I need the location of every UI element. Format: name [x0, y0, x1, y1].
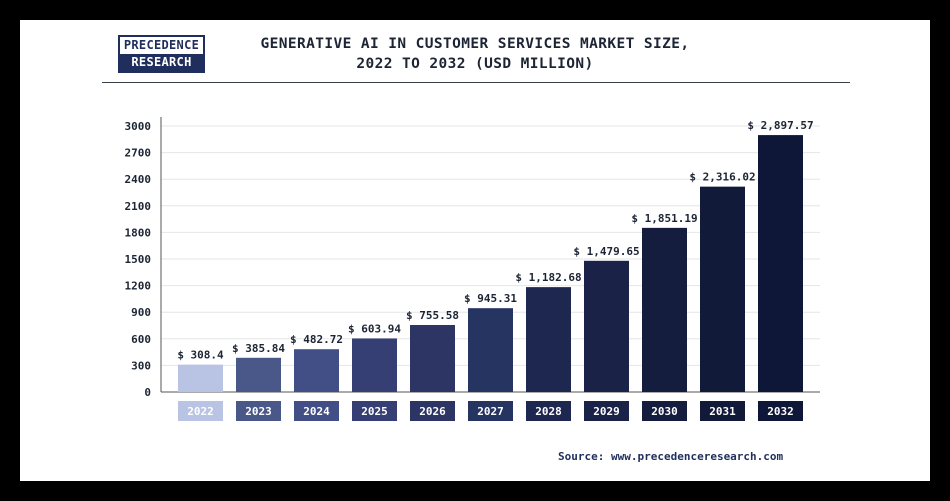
y-tick-label: 3000: [125, 120, 152, 133]
category-label: 2022: [187, 405, 214, 418]
precedence-research-logo: PRECEDENCE RESEARCH: [118, 35, 205, 73]
value-label: $ 1,851.19: [631, 212, 697, 225]
bar: [352, 338, 397, 392]
category-box: [352, 401, 397, 421]
y-tick-label: 300: [131, 359, 151, 372]
category-box: [178, 401, 223, 421]
y-tick-label: 2700: [125, 147, 152, 160]
category-label: 2023: [245, 405, 272, 418]
chart-title-line-1: GENERATIVE AI IN CUSTOMER SERVICES MARKE…: [260, 36, 690, 52]
source-credit: Source: www.precedenceresearch.com: [558, 450, 784, 463]
category-box: [700, 401, 745, 421]
category-box: [758, 401, 803, 421]
y-tick-label: 0: [144, 386, 151, 399]
chart-card: PRECEDENCE RESEARCH GENERATIVE AI IN CUS…: [20, 20, 930, 481]
bar: [236, 357, 281, 392]
category-label: 2031: [709, 405, 736, 418]
bar: [410, 325, 455, 392]
category-box: [526, 401, 571, 421]
value-label: $ 482.72: [290, 333, 343, 346]
bar: [700, 186, 745, 392]
category-box: [468, 401, 513, 421]
bar: [526, 287, 571, 392]
bar: [294, 349, 339, 392]
bar: [468, 308, 513, 392]
value-label: $ 2,316.02: [689, 171, 755, 184]
y-tick-label: 1800: [125, 226, 152, 239]
y-tick-label: 600: [131, 333, 151, 346]
value-label: $ 385.84: [232, 342, 285, 355]
logo-line-2: RESEARCH: [120, 54, 203, 71]
category-label: 2025: [361, 405, 388, 418]
y-tick-label: 1500: [125, 253, 152, 266]
bar: [178, 364, 223, 392]
category-label: 2026: [419, 405, 446, 418]
chart-title: GENERATIVE AI IN CUSTOMER SERVICES MARKE…: [250, 34, 700, 74]
category-box: [236, 401, 281, 421]
value-label: $ 945.31: [464, 292, 517, 305]
bar: [584, 260, 629, 392]
category-box: [294, 401, 339, 421]
value-label: $ 603.94: [348, 322, 401, 335]
bar: [642, 227, 687, 392]
title-divider: [102, 82, 850, 83]
category-box: [410, 401, 455, 421]
chart-title-line-2: 2022 TO 2032 (USD MILLION): [356, 56, 594, 72]
value-label: $ 755.58: [406, 309, 459, 322]
category-label: 2032: [767, 405, 794, 418]
category-label: 2024: [303, 405, 330, 418]
logo-line-1: PRECEDENCE: [120, 37, 203, 54]
category-label: 2030: [651, 405, 678, 418]
category-label: 2028: [535, 405, 562, 418]
category-box: [584, 401, 629, 421]
bar: [758, 135, 803, 392]
bar-chart: 0 300 600 900 1200 1500 1800 2100 2400 2700 3000 $ …: [125, 117, 820, 421]
value-label: $ 2,897.57: [747, 119, 813, 132]
y-tick-label: 900: [131, 306, 151, 319]
y-tick-label: 1200: [125, 280, 152, 293]
y-tick-label: 2100: [125, 200, 152, 213]
value-label: $ 308.4: [177, 349, 224, 362]
y-tick-label: 2400: [125, 173, 152, 186]
value-label: $ 1,182.68: [515, 271, 581, 284]
category-label: 2027: [477, 405, 504, 418]
category-label: 2029: [593, 405, 620, 418]
category-box: [642, 401, 687, 421]
value-label: $ 1,479.65: [573, 245, 639, 258]
